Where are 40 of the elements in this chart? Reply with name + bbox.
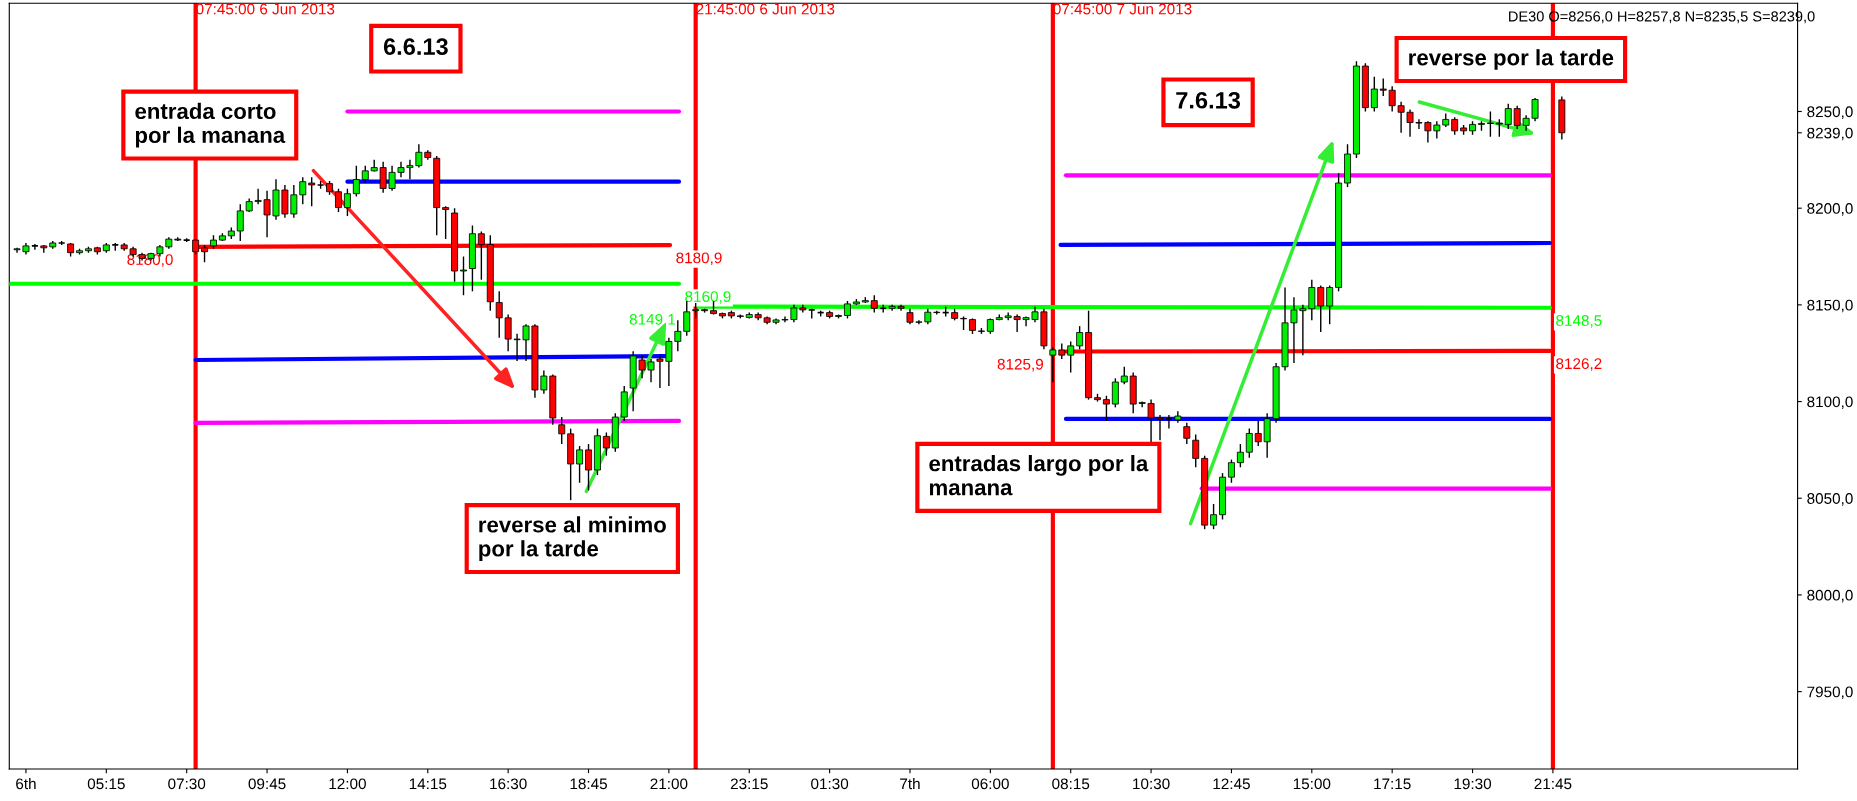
y-tick-label: 8000,0 bbox=[1807, 589, 1853, 603]
y-tick-label: 7950,0 bbox=[1807, 686, 1853, 700]
x-tick-label: 12:45 bbox=[1213, 778, 1250, 790]
x-tick-label: 6th bbox=[16, 777, 36, 790]
x-tick-label: 19:30 bbox=[1454, 778, 1492, 790]
y-tick-label: 8250,0 bbox=[1807, 106, 1853, 119]
x-tick-label: 23:15 bbox=[730, 778, 768, 790]
annotation: entrada corto por la manana bbox=[135, 102, 286, 148]
x-tick-label: 09:45 bbox=[248, 778, 286, 790]
data-label: 8149,1 bbox=[629, 313, 676, 327]
x-tick-label: 7th bbox=[900, 777, 920, 790]
annotation: reverse por la tarde bbox=[1409, 49, 1614, 70]
x-tick-label: 16:30 bbox=[490, 778, 527, 790]
x-tick-label: 14:15 bbox=[409, 778, 447, 790]
x-tick-label: 21:45 bbox=[1534, 778, 1572, 790]
x-tick-label: 17:15 bbox=[1374, 778, 1411, 790]
x-tick-label: 10:30 bbox=[1133, 778, 1170, 790]
x-tick-label: 08:15 bbox=[1052, 778, 1090, 790]
data-label: 8160,9 bbox=[685, 291, 731, 304]
x-tick-label: 15:00 bbox=[1293, 778, 1331, 790]
data-label: 8180,9 bbox=[676, 252, 722, 266]
annotation: 7.6.13 bbox=[1176, 91, 1241, 109]
x-tick-label: 06:00 bbox=[971, 778, 1009, 790]
x-tick-label: 18:45 bbox=[570, 778, 607, 790]
y-tick-label: 8100,0 bbox=[1807, 396, 1853, 410]
y-tick-label: 8200,0 bbox=[1807, 203, 1853, 216]
x-tick-label: 07:30 bbox=[168, 778, 206, 790]
x-tick-label: 05:15 bbox=[87, 778, 125, 790]
data-label: 8148,5 bbox=[1556, 315, 1602, 328]
annotation: entradas largo por la manana bbox=[929, 455, 1149, 496]
y-tick-label: 8239,0 bbox=[1807, 127, 1853, 141]
annotation: reverse al minimo por la tarde bbox=[479, 516, 666, 561]
x-tick-label: 21:00 bbox=[650, 778, 688, 790]
data-label: 8125,9 bbox=[997, 358, 1044, 372]
y-tick-label: 8050,0 bbox=[1807, 493, 1853, 506]
x-tick-label: 01:30 bbox=[811, 778, 849, 790]
annotation: 6.6.13 bbox=[383, 38, 448, 56]
y-tick-label: 8150,0 bbox=[1807, 299, 1853, 313]
data-label: 8126,2 bbox=[1556, 358, 1602, 371]
x-tick-label: 12:00 bbox=[329, 778, 366, 790]
